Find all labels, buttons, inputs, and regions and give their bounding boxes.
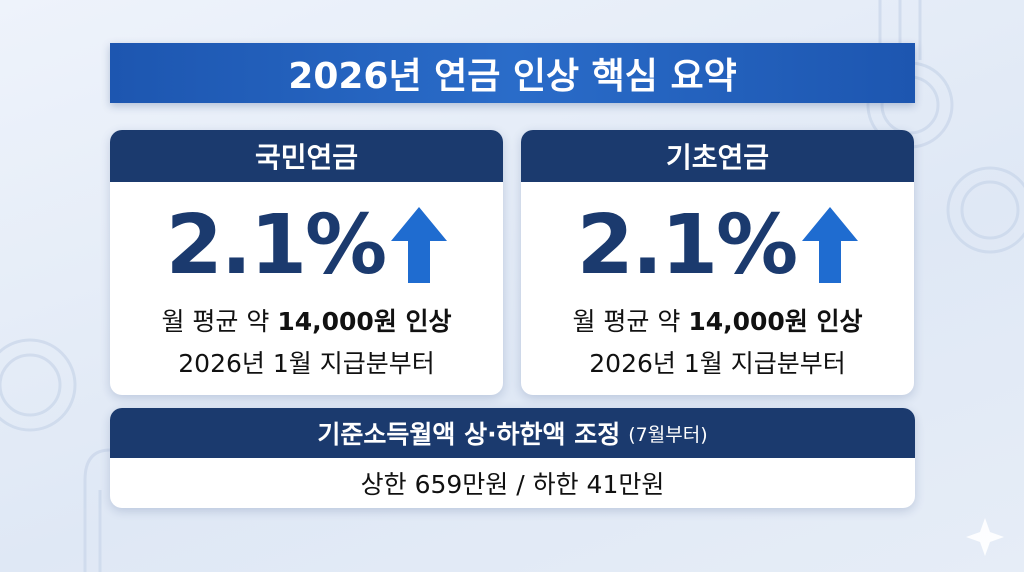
rate-row: 2.1%	[521, 197, 914, 293]
pension-card: 국민연금 2.1% 월 평균 약 14,000원 인상 2026년 1월 지급분부…	[110, 130, 503, 395]
increase-amount: 14,000원 인상	[277, 307, 452, 336]
increase-prefix: 월 평균 약	[161, 307, 270, 336]
card-header: 기초연금	[521, 130, 914, 182]
card-title: 국민연금	[254, 141, 359, 174]
start-date: 2026년 1월 지급분부터	[589, 349, 846, 378]
card-title: 기준소득월액 상·하한액 조정	[317, 420, 621, 449]
increase-amount: 14,000원 인상	[688, 307, 863, 336]
increase-line: 월 평균 약 14,000원 인상	[521, 302, 914, 338]
up-arrow-icon	[802, 207, 859, 283]
rate: 2.1%	[576, 197, 798, 293]
pension-card: 기초연금 2.1% 월 평균 약 14,000원 인상 2026년 1월 지급분부…	[521, 130, 914, 395]
up-arrow-icon	[391, 207, 448, 283]
card-header: 국민연금	[110, 130, 503, 182]
title-banner: 2026년 연금 인상 핵심 요약	[110, 43, 915, 103]
start-date: 2026년 1월 지급분부터	[178, 349, 435, 378]
rate-row: 2.1%	[110, 197, 503, 293]
rate: 2.1%	[165, 197, 387, 293]
limit-values: 상한 659만원 / 하한 41만원	[360, 470, 665, 499]
title: 2026년 연금 인상 핵심 요약	[288, 56, 737, 97]
card-note: (7월부터)	[628, 423, 708, 446]
card-header: 기준소득월액 상·하한액 조정 (7월부터)	[110, 408, 915, 458]
income-limit-card: 기준소득월액 상·하한액 조정 (7월부터) 상한 659만원 / 하한 41만원	[110, 408, 915, 508]
increase-line: 월 평균 약 14,000원 인상	[110, 302, 503, 338]
card-title: 기초연금	[665, 141, 770, 174]
increase-prefix: 월 평균 약	[572, 307, 681, 336]
